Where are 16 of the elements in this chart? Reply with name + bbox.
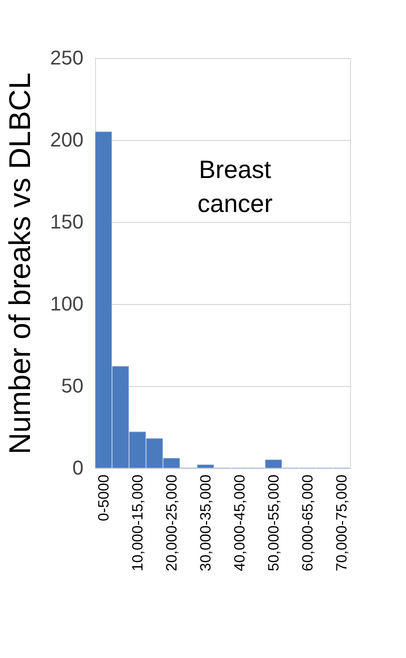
y-tick-label: 0 <box>72 458 84 480</box>
y-axis-title: Number of breaks vs DLBCL <box>4 72 38 454</box>
y-tick-label: 100 <box>50 294 84 316</box>
x-tick-label: 60,000-65,000 <box>300 474 316 572</box>
x-tick-label: 50,000-55,000 <box>266 474 282 572</box>
y-tick-label: 250 <box>50 48 84 70</box>
x-tick-label: 0-5000 <box>96 474 112 522</box>
y-tick-label: 150 <box>50 212 84 234</box>
x-tick-label: 30,000-35,000 <box>198 474 214 572</box>
x-tick-label: 70,000-75,000 <box>334 474 350 572</box>
annotation: Breast cancer <box>197 156 273 218</box>
y-tick-label: 200 <box>50 130 84 152</box>
x-tick-label: 10,000-15,000 <box>130 474 146 572</box>
y-tick-label: 50 <box>61 376 84 398</box>
x-tick-label: 20,000-25,000 <box>164 474 180 572</box>
x-tick-label: 40,000-45,000 <box>232 474 248 572</box>
